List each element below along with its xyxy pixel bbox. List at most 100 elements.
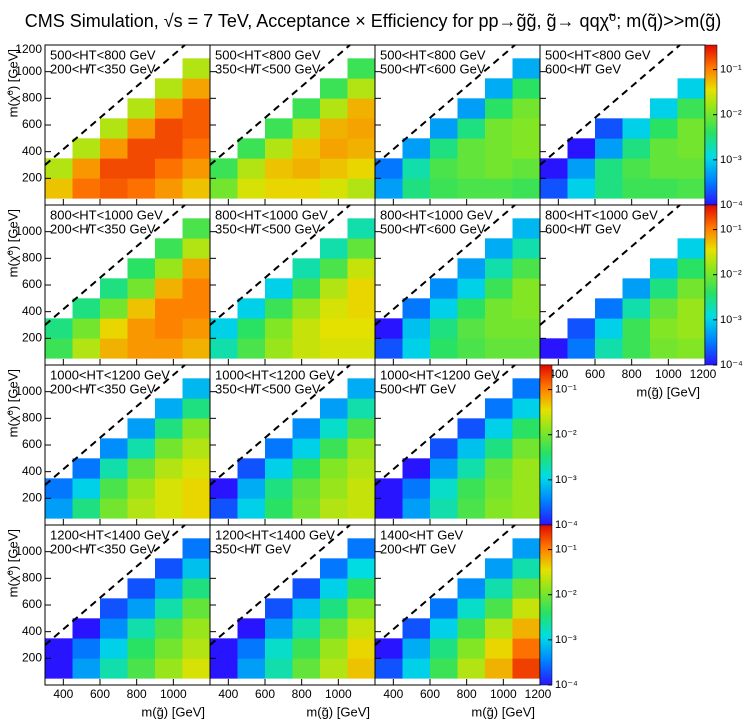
- heatmap-cell: [595, 338, 623, 359]
- heatmap-cell: [375, 498, 403, 519]
- diagonal-line: [209, 364, 351, 486]
- y-tick-label: 600: [22, 597, 42, 611]
- heatmap-cell: [622, 298, 651, 319]
- heatmap-cell: [347, 458, 376, 479]
- heatmap-cell: [402, 178, 431, 199]
- heatmap-cell: [100, 598, 128, 619]
- colorbar-tick-label: 10⁻⁴: [555, 679, 578, 691]
- heatmap-cell: [347, 338, 376, 359]
- heatmap-cell: [155, 498, 183, 519]
- heatmap-cell: [512, 258, 541, 279]
- heatmap-cell: [265, 618, 293, 639]
- y-tick-label: 1000: [15, 384, 42, 398]
- heatmap-cell: [347, 578, 376, 599]
- heatmap-cell: [127, 598, 156, 619]
- heatmap-cell: [210, 158, 238, 179]
- colorbar-tick-label: 10⁻¹: [720, 223, 742, 235]
- x-axis-title: m(g̃) [GeV]: [471, 704, 535, 719]
- panel-label: 350<H̸T<500 GeV: [215, 381, 321, 396]
- heatmap-cell: [347, 538, 376, 559]
- heatmap-cell: [182, 558, 211, 579]
- heatmap-cell: [265, 598, 293, 619]
- panel-label: 800<HT<1000 GeV: [215, 207, 328, 222]
- heatmap-cell: [210, 658, 238, 679]
- heatmap-cell: [347, 498, 376, 519]
- heatmap-cell: [265, 318, 293, 339]
- heatmap-cell: [512, 458, 541, 479]
- heatmap-cell: [567, 318, 596, 339]
- x-tick-label: 400: [53, 687, 73, 701]
- heatmap-cell: [485, 658, 513, 679]
- x-axis-title: m(g̃) [GeV]: [141, 704, 205, 719]
- heatmap-cell: [320, 98, 348, 119]
- heatmap-cell: [292, 578, 321, 599]
- heatmap-cell: [292, 318, 321, 339]
- heatmap-cell: [237, 498, 266, 519]
- panel-label: 500<HT<800 GeV: [215, 47, 321, 62]
- heatmap-cell: [347, 618, 376, 639]
- heatmap-cell: [347, 178, 376, 199]
- heatmap-cell: [182, 158, 211, 179]
- heatmap-cell: [375, 478, 403, 499]
- heatmap-cell: [320, 278, 348, 299]
- heatmap-cell: [677, 78, 706, 99]
- chart-title: CMS Simulation, √s = 7 TeV, Acceptance ×…: [25, 11, 722, 31]
- heatmap-cell: [127, 458, 156, 479]
- colorbar: 10⁻⁴ 10⁻³ 10⁻² 10⁻¹: [704, 44, 743, 211]
- heatmap-cell: [457, 298, 486, 319]
- y-tick-label: 600: [22, 437, 42, 451]
- y-axis-title: m(χ̃⁰) [GeV]: [5, 529, 20, 597]
- heatmap-cell: [622, 338, 651, 359]
- heatmap-cell: [512, 578, 541, 599]
- colorbar: 10⁻⁴ 10⁻³ 10⁻² 10⁻¹: [704, 204, 743, 371]
- heatmap-cell: [127, 638, 156, 659]
- panel: 200 400 600 800 1000 1200 500<HT<800 GeV200<H̸…: [5, 42, 211, 206]
- heatmap-cell: [650, 138, 678, 159]
- heatmap-cell: [72, 138, 101, 159]
- heatmap-cell: [155, 438, 183, 459]
- colorbar-tick-label: 10⁻³: [555, 474, 577, 486]
- heatmap-cell: [155, 558, 183, 579]
- heatmap-cell: [595, 138, 623, 159]
- heatmap-cell: [182, 238, 211, 259]
- heatmap-cell: [237, 478, 266, 499]
- x-tick-label: 1000: [325, 687, 352, 701]
- heatmap-cell: [430, 638, 458, 659]
- heatmap-cell: [457, 138, 486, 159]
- heatmap-cell: [485, 118, 513, 139]
- panel-label: 500<HT<800 GeV: [50, 47, 156, 62]
- heatmap-cell: [237, 298, 266, 319]
- y-tick-label: 800: [22, 251, 42, 265]
- heatmap-cell: [430, 478, 458, 499]
- panel-label: 500<H̸T GeV: [380, 381, 456, 396]
- diagonal-line: [209, 524, 351, 646]
- heatmap-cell: [155, 398, 183, 419]
- heatmap-cell: [265, 658, 293, 679]
- heatmap-cell: [292, 458, 321, 479]
- heatmap-cell: [512, 378, 541, 399]
- heatmap-cell: [430, 118, 458, 139]
- panel-label: 1000<HT<1200 GeV: [215, 367, 335, 382]
- heatmap-cell: [155, 78, 183, 99]
- heatmap-cell: [265, 338, 293, 359]
- heatmap-cell: [320, 478, 348, 499]
- heatmap-cell: [100, 178, 128, 199]
- heatmap-cell: [127, 298, 156, 319]
- y-tick-label: 1000: [15, 224, 42, 238]
- colorbar-tick-label: 10⁻⁴: [720, 199, 743, 211]
- heatmap-cell: [45, 338, 73, 359]
- x-tick-label: 800: [127, 687, 147, 701]
- heatmap-cell: [375, 638, 403, 659]
- heatmap-cell: [347, 598, 376, 619]
- heatmap-cell: [292, 338, 321, 359]
- heatmap-cell: [72, 338, 101, 359]
- heatmap-cell: [127, 118, 156, 139]
- heatmap-cell: [430, 438, 458, 459]
- heatmap-cell: [320, 418, 348, 439]
- heatmap-cell: [45, 318, 73, 339]
- heatmap-cell: [320, 638, 348, 659]
- diagonal-line: [374, 364, 516, 486]
- heatmap-cell: [127, 418, 156, 439]
